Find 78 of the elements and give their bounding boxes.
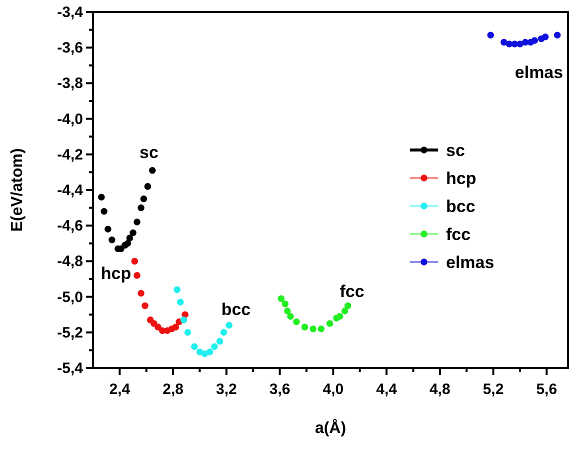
point (211, 343, 218, 350)
point (174, 286, 180, 294)
y-axis-title: E(eV/atom) (9, 148, 26, 232)
y-tick-label: -3,4 (57, 4, 84, 21)
x-tick-label: 4,8 (429, 381, 450, 398)
legend-label: elmas (446, 253, 494, 272)
legend-label: fcc (446, 225, 471, 244)
point (206, 348, 214, 356)
y-tick-label: -4,8 (57, 253, 83, 270)
point (172, 324, 180, 330)
point (131, 258, 138, 265)
annotation: sc (140, 143, 158, 162)
x-tick-label: 4,4 (376, 381, 398, 398)
y-tick-label: -5,2 (57, 324, 83, 342)
point (104, 226, 112, 233)
x-tick-label: 3,2 (216, 381, 237, 398)
x-tick-label: 5,2 (482, 381, 504, 398)
point (516, 40, 524, 48)
point (144, 183, 152, 190)
point (108, 236, 116, 244)
y-tick-label: -3,6 (57, 40, 83, 57)
annotation: elmas (514, 63, 564, 82)
point (180, 316, 188, 324)
point (140, 196, 148, 202)
point (287, 313, 294, 320)
point (318, 325, 325, 332)
point (282, 300, 289, 308)
y-tick-label: -4,4 (57, 182, 84, 199)
annotation: bcc (221, 300, 251, 319)
x-tick-label: 5,6 (536, 381, 558, 398)
point (216, 338, 224, 345)
annotation: hcp (100, 264, 132, 283)
x-tick-label: 3,6 (269, 381, 290, 398)
point (554, 32, 561, 39)
point (293, 318, 300, 326)
x-axis-title: a(Å) (314, 418, 346, 437)
y-tick-label: -4,0 (57, 110, 83, 128)
annotation: fcc (340, 282, 364, 301)
point (124, 240, 132, 247)
y-tick-label: -5,4 (57, 360, 84, 377)
point (336, 313, 344, 320)
x-tick-label: 2,4 (109, 381, 131, 398)
point (278, 295, 285, 302)
x-tick-label: 4,0 (322, 381, 344, 398)
y-tick-label: -4,6 (57, 218, 83, 235)
point (226, 322, 232, 329)
point (301, 324, 308, 330)
point (326, 320, 334, 327)
y-tick-label: -4,2 (57, 146, 83, 164)
point (142, 302, 148, 310)
legend-label: hcp (446, 169, 476, 188)
y-tick-label: -5,0 (57, 288, 83, 306)
point (98, 194, 105, 200)
y-tick-label: -3,8 (57, 75, 83, 92)
point (487, 32, 494, 39)
point (148, 167, 156, 174)
point (134, 272, 140, 279)
point (531, 37, 538, 44)
point (184, 329, 192, 336)
point (191, 343, 198, 350)
point (134, 218, 140, 226)
x-tick-label: 2,8 (162, 381, 184, 398)
point (500, 38, 508, 46)
legend-label: sc (446, 141, 465, 160)
point (130, 229, 136, 236)
legend-label: bcc (446, 197, 476, 216)
point (542, 34, 549, 40)
point (138, 204, 144, 212)
point (284, 308, 291, 314)
point (177, 298, 184, 306)
point (138, 290, 144, 297)
point (220, 329, 228, 336)
point (341, 308, 348, 314)
point (344, 302, 352, 310)
point (100, 208, 108, 215)
point (310, 325, 317, 332)
point (126, 234, 134, 242)
point (154, 324, 162, 330)
